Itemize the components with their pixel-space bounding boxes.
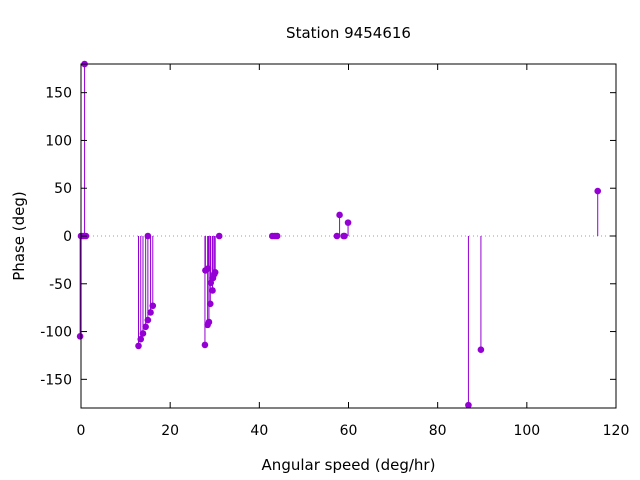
data-point — [142, 323, 149, 331]
data-point — [336, 211, 343, 219]
x-tick-label: 40 — [250, 423, 268, 439]
data-point — [137, 335, 145, 343]
data-point — [341, 232, 348, 240]
data-point — [201, 341, 209, 349]
impulse-layer — [79, 64, 599, 406]
x-tick-label: 60 — [340, 423, 358, 439]
data-point — [204, 265, 212, 272]
x-tick-label: 20 — [161, 423, 179, 439]
y-tick-label: -50 — [49, 277, 72, 293]
data-point — [477, 346, 485, 354]
data-point — [211, 269, 219, 276]
y-tick-label: -100 — [40, 325, 72, 341]
data-point — [209, 287, 216, 294]
y-tick-label: 0 — [63, 229, 72, 245]
y-axis-title: Phase (deg) — [10, 191, 28, 281]
y-tick-label: 50 — [54, 181, 72, 197]
x-axis-title: Angular speed (deg/hr) — [262, 456, 436, 474]
y-tick-label: 150 — [45, 86, 72, 102]
y-tick-label: -150 — [40, 372, 72, 388]
y-tick-label: 100 — [45, 133, 72, 149]
data-point — [273, 232, 281, 240]
data-point — [149, 302, 157, 310]
data-point — [144, 316, 152, 324]
data-point — [135, 342, 142, 350]
data-point — [205, 318, 213, 326]
tick-layer: 0 20 40 60 80 100 120 -150 -100 -50 0 50 100 150 — [40, 64, 629, 439]
data-point — [76, 333, 84, 340]
data-point — [147, 309, 154, 316]
x-tick-label: 0 — [77, 423, 86, 439]
chart-title: Station 9454616 — [286, 24, 411, 42]
data-point — [144, 232, 152, 240]
data-point — [333, 232, 341, 240]
data-point — [344, 219, 352, 226]
x-tick-label: 80 — [429, 423, 447, 439]
data-point — [594, 187, 602, 195]
point-layer — [76, 60, 602, 409]
x-tick-label: 100 — [513, 423, 540, 439]
data-point — [465, 401, 472, 409]
x-tick-label: 120 — [603, 423, 630, 439]
data-point — [206, 300, 214, 308]
data-point — [139, 330, 147, 337]
data-point — [215, 232, 223, 240]
